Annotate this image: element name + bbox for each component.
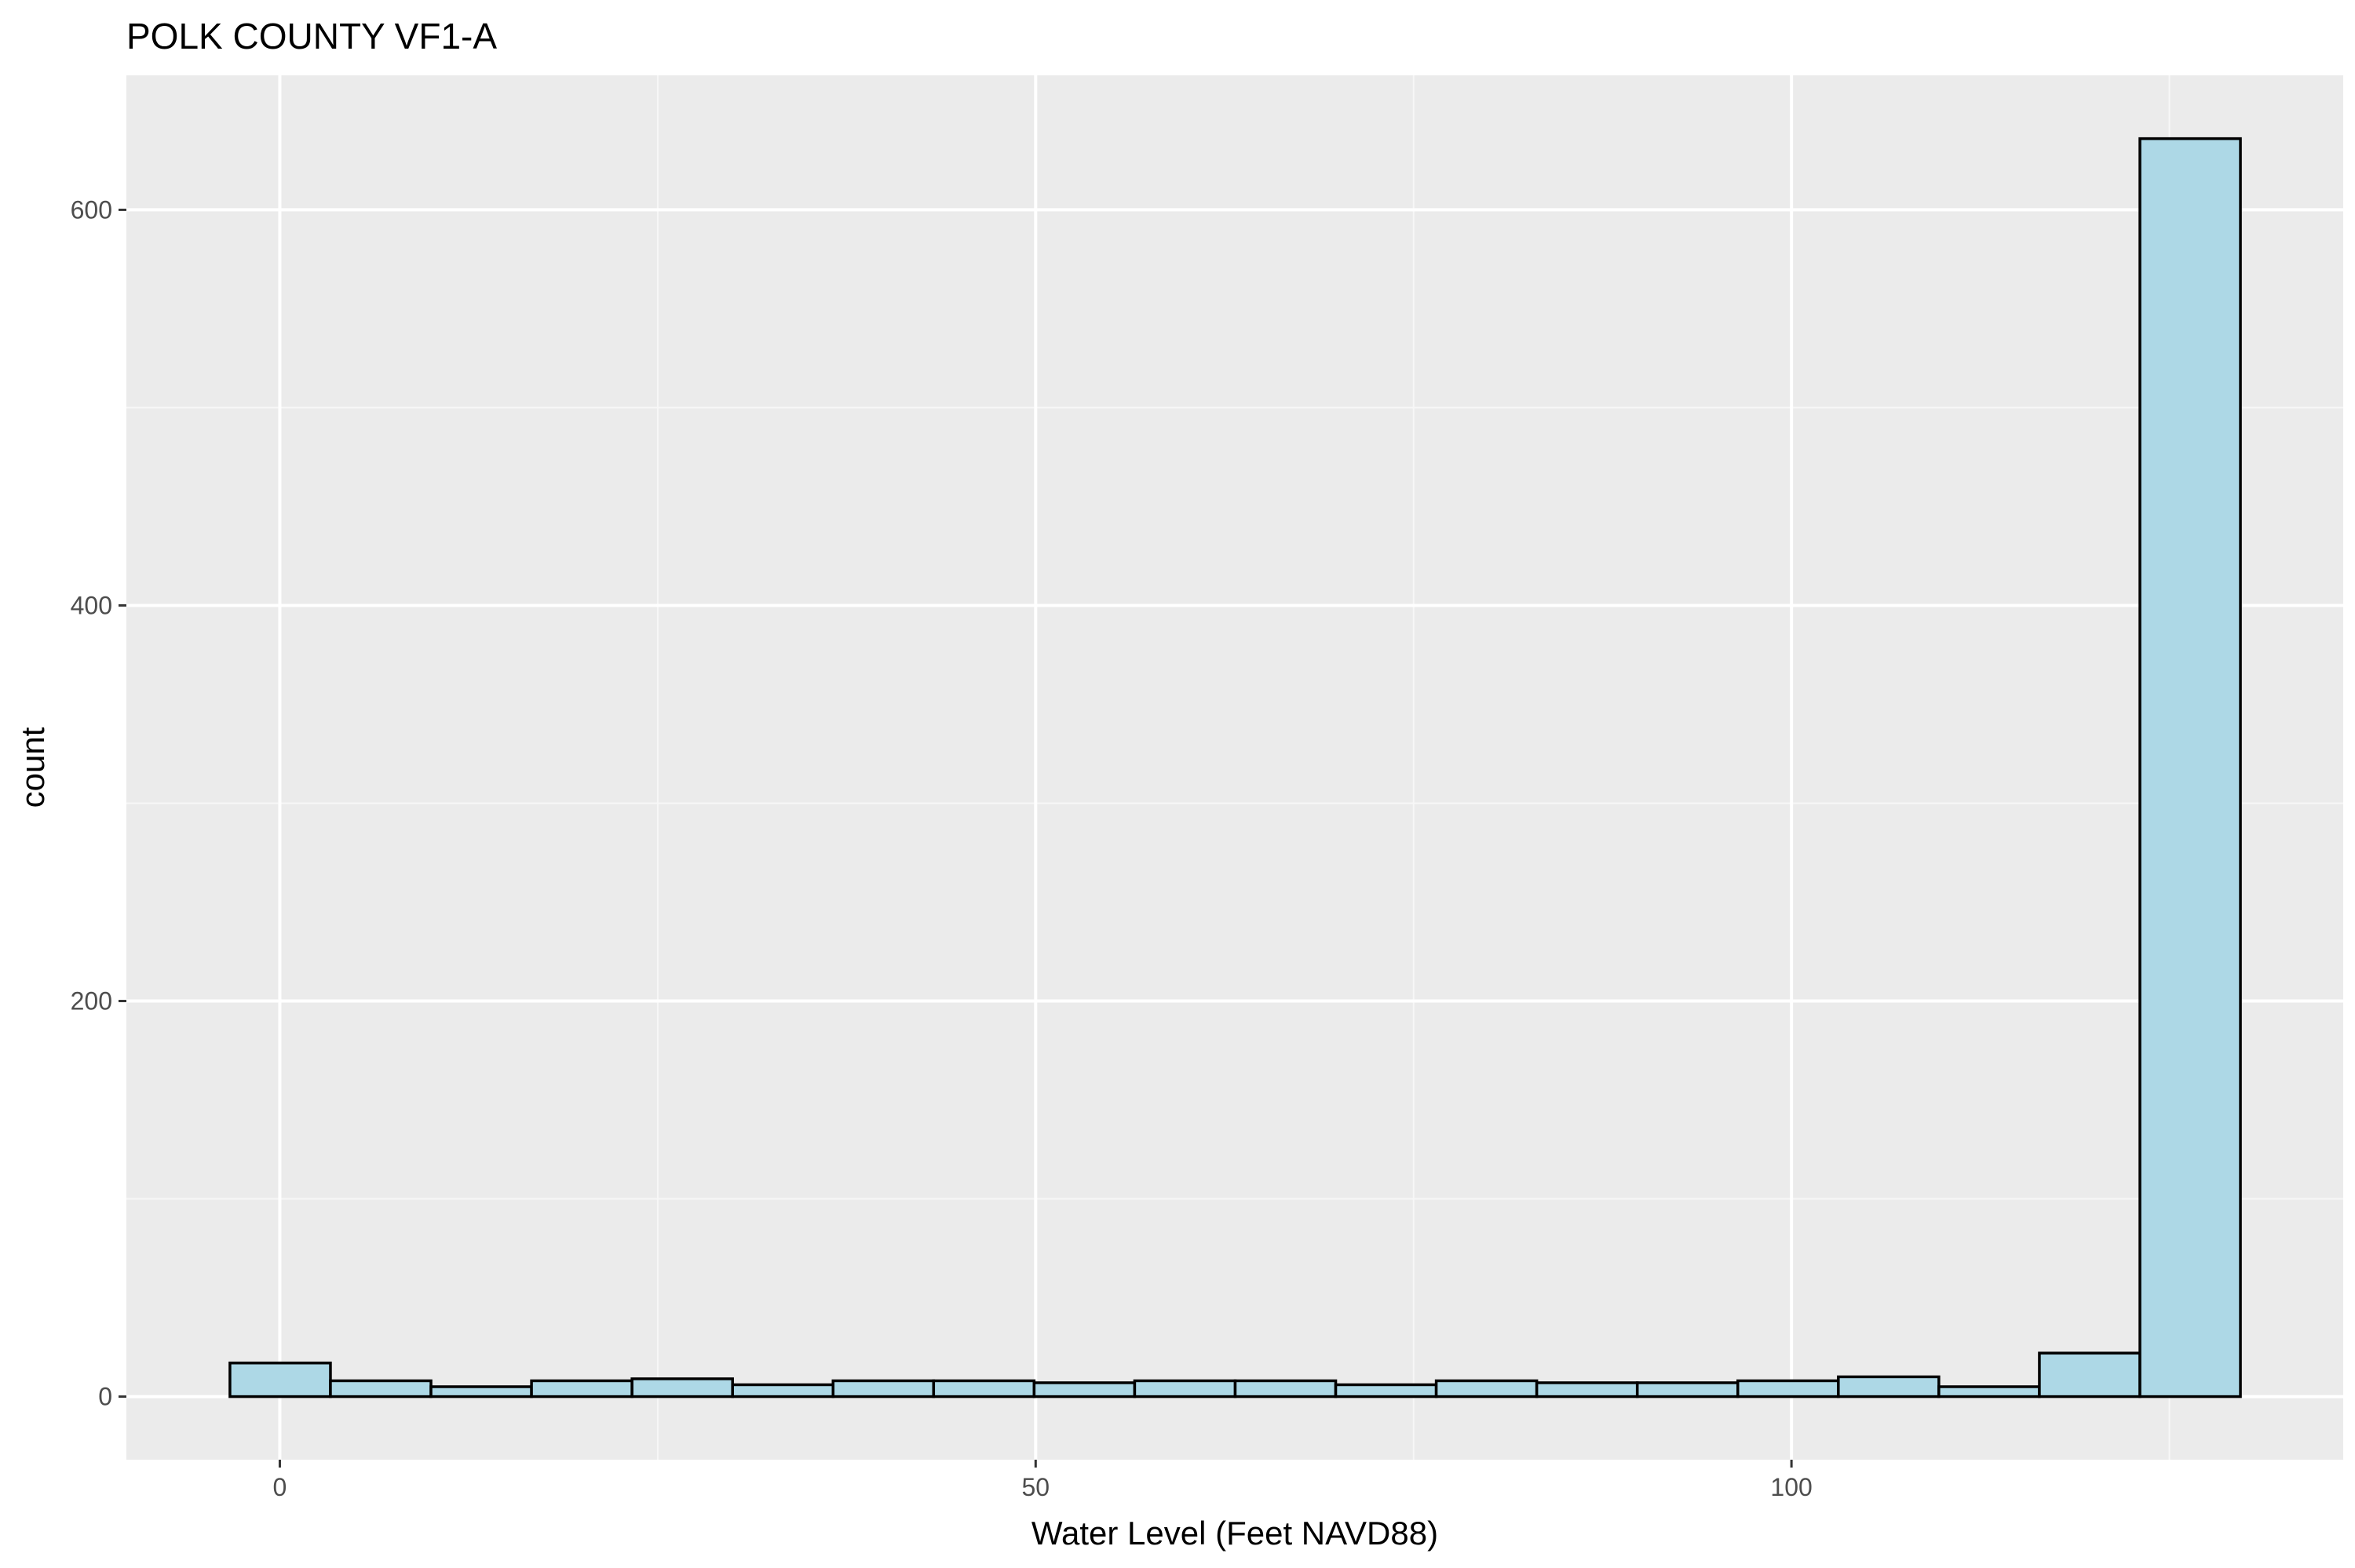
- histogram-bar: [2138, 137, 2242, 1398]
- y-axis: 0 200 400 600: [71, 195, 126, 1411]
- x-tick-label: 100: [1770, 1473, 1812, 1501]
- histogram-bar: [1837, 1375, 1941, 1398]
- x-axis-title: Water Level (Feet NAVD88): [1031, 1515, 1438, 1552]
- histogram-bar: [2038, 1351, 2141, 1398]
- histogram-bar: [1635, 1381, 1740, 1398]
- histogram-bar: [1032, 1381, 1137, 1398]
- y-tick-label: 400: [71, 591, 112, 619]
- chart-title: POLK COUNTY VF1-A: [126, 16, 497, 57]
- x-tick-label: 0: [273, 1473, 287, 1501]
- histogram-bar: [731, 1383, 835, 1398]
- histogram-bar: [228, 1362, 332, 1398]
- histogram-bar: [1334, 1383, 1438, 1398]
- y-tick-label: 0: [98, 1383, 112, 1411]
- histogram-bar: [530, 1379, 633, 1398]
- histogram-bar: [932, 1379, 1036, 1398]
- y-axis-title: count: [14, 727, 51, 808]
- histogram-bar: [429, 1385, 533, 1398]
- histogram-bar: [1133, 1379, 1237, 1398]
- histogram-bars: [228, 137, 2242, 1398]
- y-tick-label: 600: [71, 195, 112, 224]
- x-axis: 0 50 100: [273, 1460, 1813, 1501]
- histogram-bar: [1535, 1381, 1639, 1398]
- histogram-bar: [831, 1379, 936, 1398]
- histogram-bar: [1937, 1385, 2041, 1398]
- x-tick-label: 50: [1021, 1473, 1050, 1501]
- plot-panel: [126, 75, 2343, 1460]
- histogram-bar: [329, 1379, 433, 1398]
- histogram-bar: [1736, 1379, 1840, 1398]
- histogram-bar: [1434, 1379, 1539, 1398]
- histogram-bar: [630, 1377, 734, 1398]
- y-tick-label: 200: [71, 987, 112, 1016]
- histogram-bar: [1233, 1379, 1338, 1398]
